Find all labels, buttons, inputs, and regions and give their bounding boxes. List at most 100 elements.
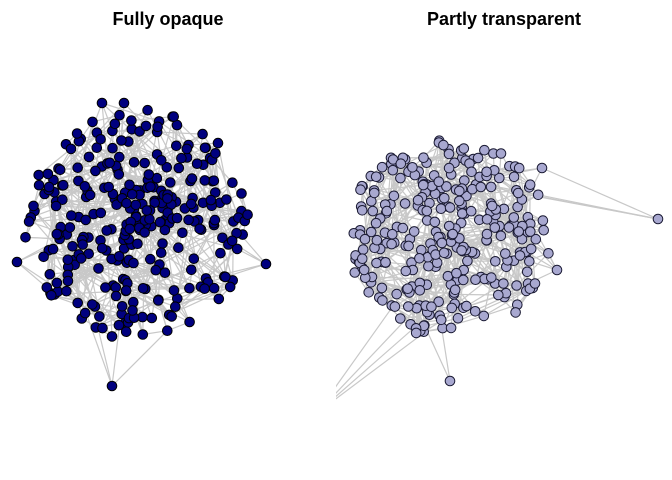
graph-node bbox=[205, 194, 217, 206]
graph-node bbox=[157, 238, 168, 249]
graph-node bbox=[495, 230, 507, 242]
graph-node bbox=[511, 280, 522, 291]
graph-node bbox=[537, 215, 549, 226]
graph-node bbox=[435, 203, 447, 214]
graph-node bbox=[95, 207, 107, 219]
graph-node bbox=[469, 306, 481, 317]
graph-node bbox=[503, 222, 515, 233]
graph-node bbox=[441, 181, 452, 192]
graph-node bbox=[242, 209, 253, 220]
graph-node bbox=[423, 260, 434, 272]
graph-node bbox=[137, 283, 149, 294]
graph-edge bbox=[101, 102, 108, 164]
graph-edge bbox=[207, 263, 267, 283]
graph-node bbox=[449, 284, 461, 296]
graph-node bbox=[75, 253, 87, 264]
graph-edge bbox=[145, 252, 221, 290]
graph-node bbox=[126, 189, 138, 200]
graph-node bbox=[162, 325, 173, 337]
graph-node bbox=[452, 312, 464, 324]
graph-node bbox=[171, 140, 182, 152]
graph-node bbox=[170, 301, 181, 313]
graph-node bbox=[481, 228, 493, 240]
graph-node bbox=[426, 301, 437, 313]
graph-node bbox=[41, 282, 53, 293]
graph-node bbox=[42, 168, 54, 180]
graph-edge bbox=[111, 130, 135, 163]
graph-node bbox=[161, 162, 173, 173]
graph-node bbox=[62, 254, 74, 266]
graph-node bbox=[466, 166, 477, 178]
graph-node bbox=[414, 252, 425, 264]
graph-node bbox=[224, 281, 236, 293]
graph-node bbox=[84, 189, 96, 201]
graph-node bbox=[128, 257, 139, 269]
graph-node bbox=[358, 264, 370, 276]
graph-node bbox=[199, 175, 211, 186]
network-graph bbox=[11, 97, 272, 392]
graph-node bbox=[140, 120, 152, 132]
graph-edge bbox=[157, 131, 203, 135]
graph-edge bbox=[110, 125, 147, 230]
graph-node bbox=[90, 165, 101, 177]
graph-node bbox=[100, 282, 111, 293]
graph-node bbox=[188, 253, 200, 265]
graph-node bbox=[114, 109, 125, 121]
graph-node bbox=[465, 205, 477, 217]
graph-node bbox=[199, 142, 211, 154]
graph-node bbox=[194, 223, 205, 235]
graph-node bbox=[121, 197, 132, 209]
graph-node bbox=[652, 213, 664, 225]
graph-node bbox=[177, 227, 188, 239]
graph-node bbox=[445, 322, 457, 334]
graph-node bbox=[458, 143, 470, 154]
graph-node bbox=[96, 97, 108, 109]
graph-edge bbox=[538, 194, 659, 220]
graph-node bbox=[485, 181, 497, 193]
graph-node bbox=[173, 242, 184, 253]
graph-edge bbox=[483, 290, 527, 317]
graph-node bbox=[156, 155, 167, 166]
graph-node bbox=[20, 232, 31, 243]
graph-edge bbox=[412, 147, 465, 168]
graph-node bbox=[93, 263, 104, 274]
graph-node bbox=[199, 283, 210, 295]
graph-node bbox=[28, 200, 39, 212]
graph-edge bbox=[48, 250, 58, 284]
graph-node bbox=[395, 313, 406, 324]
graph-node bbox=[371, 257, 382, 269]
graph-node bbox=[433, 176, 445, 187]
graph-node bbox=[387, 228, 398, 240]
graph-edge bbox=[125, 290, 190, 323]
graph-edge bbox=[16, 261, 48, 288]
graph-node bbox=[407, 162, 418, 173]
graph-node bbox=[101, 225, 112, 236]
graph-node bbox=[462, 255, 473, 267]
graph-node bbox=[481, 166, 492, 178]
graph-node bbox=[435, 314, 447, 326]
graph-node bbox=[371, 234, 383, 246]
graph-node bbox=[221, 194, 232, 205]
graph-node bbox=[46, 290, 57, 301]
graph-node bbox=[64, 222, 76, 233]
graph-node bbox=[212, 137, 224, 149]
graph-node bbox=[412, 194, 424, 206]
graph-node bbox=[61, 285, 72, 297]
graph-edge bbox=[98, 267, 127, 291]
graph-node bbox=[395, 158, 407, 169]
graph-node bbox=[165, 177, 176, 188]
graph-node bbox=[524, 256, 535, 267]
graph-node bbox=[72, 162, 83, 173]
graph-node bbox=[51, 277, 63, 289]
graph-node bbox=[79, 307, 91, 319]
graph-node bbox=[145, 181, 156, 192]
graph-node bbox=[418, 152, 429, 163]
graph-edge bbox=[516, 252, 549, 286]
graph-node bbox=[430, 249, 441, 260]
graph-node bbox=[71, 128, 83, 139]
graph-node bbox=[186, 173, 198, 184]
graph-node bbox=[120, 326, 132, 338]
graph-node bbox=[493, 289, 504, 301]
graph-edge bbox=[128, 116, 174, 143]
graph-node bbox=[184, 282, 195, 294]
